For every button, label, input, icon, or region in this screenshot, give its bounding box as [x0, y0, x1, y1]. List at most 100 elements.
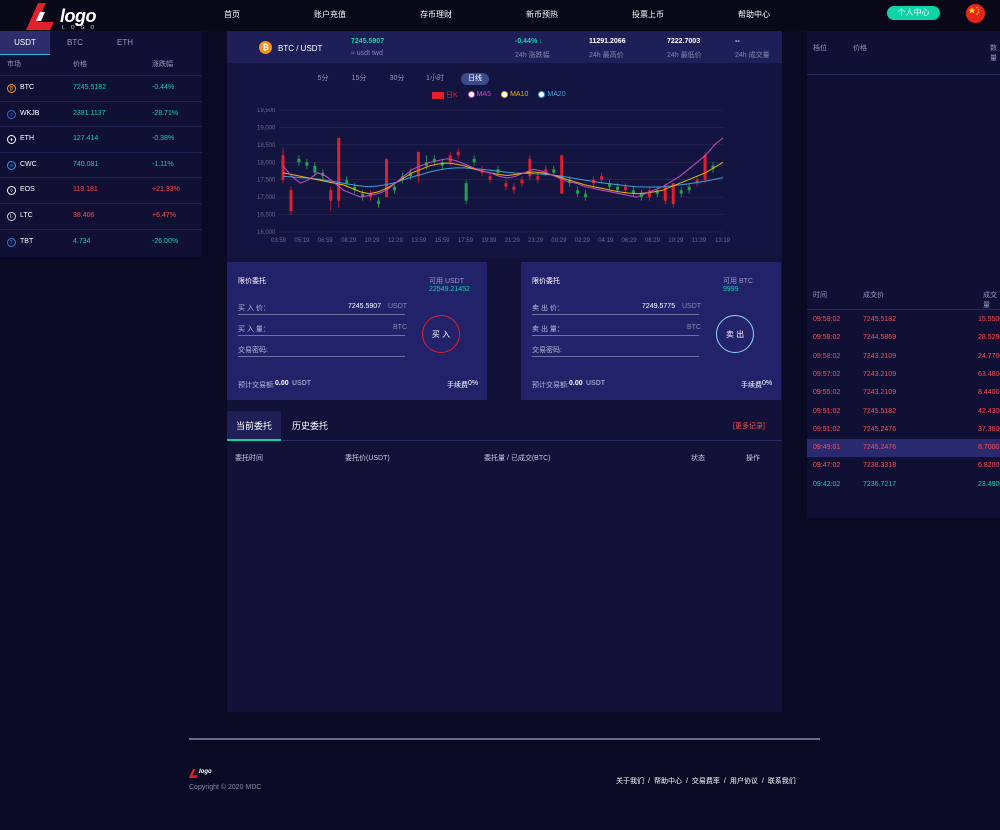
market-change: -26.00%	[152, 237, 179, 245]
nav-vote-listing[interactable]: 投票上币	[632, 10, 664, 19]
buy-title: 限价委托	[238, 278, 266, 285]
trades-header-amount: 成交量	[983, 292, 997, 309]
depth-header-amount: 数量	[990, 45, 997, 62]
sell-button[interactable]: 卖 出	[716, 315, 754, 353]
period-5m[interactable]: 5分	[317, 75, 329, 82]
nav-new-coin[interactable]: 新币预热	[526, 10, 558, 19]
market-row-btc[interactable]: ₿ BTC 7245.5182 -0.44%	[0, 75, 202, 100]
candle-body	[313, 165, 317, 173]
market-header-price: 价格	[73, 61, 87, 68]
legend-label: MA10	[510, 91, 529, 99]
depth-header-price: 价格	[853, 45, 867, 52]
market-tab-usdt[interactable]: USDT	[0, 31, 50, 55]
period-30m[interactable]: 30分	[389, 75, 405, 82]
candle-body	[472, 158, 476, 163]
period-15m[interactable]: 15分	[351, 75, 367, 82]
x-tick-label: 02:29	[575, 238, 591, 244]
depth-trades-panel: 档位 价格 数量 时间 成交价 成交量 09:58:02 7245.5182 15.…	[807, 31, 1000, 518]
kline-chart[interactable]: 19,500 19,000 18,500 18,000 17,500 17,000 16,5…	[227, 108, 782, 283]
x-tick-label: 11:39	[692, 238, 707, 244]
market-row-wkjb[interactable]: ◇ WKJB 2381.1137 -28.71%	[0, 100, 202, 126]
market-change: -0.44%	[152, 84, 175, 91]
candle-body	[281, 155, 285, 180]
sell-password-input[interactable]	[532, 356, 699, 357]
market-tab-eth[interactable]: ETH	[117, 38, 133, 47]
market-symbol: EOS	[20, 186, 35, 194]
legend-item-ma10[interactable]: MA10	[501, 91, 533, 99]
market-symbol: TBT	[20, 237, 34, 245]
trade-time: 09:51:02	[813, 407, 841, 415]
candle-body	[377, 200, 381, 205]
more-records-link[interactable]: [更多记录]	[733, 423, 765, 430]
sell-price-input[interactable]: 7249.5775	[642, 303, 676, 310]
market-symbol: CWC	[20, 160, 37, 168]
y-tick-label: 17,500	[257, 178, 276, 184]
market-symbol: ETH	[20, 135, 34, 143]
sell-amount-unit: BTC	[687, 324, 701, 331]
x-tick-label: 21:29	[505, 238, 521, 244]
footer-logo[interactable]: logo	[189, 768, 213, 778]
market-price: 38.406	[73, 212, 95, 219]
market-tab-btc[interactable]: BTC	[67, 38, 83, 47]
market-row-cwc[interactable]: ∞ CWC 740.081 -1.11%	[0, 151, 202, 177]
trade-time: 09:42:02	[813, 480, 841, 488]
legend-swatch	[432, 91, 444, 99]
footer-link[interactable]: 联系我们	[767, 778, 796, 785]
x-tick-label: 15:59	[435, 238, 451, 244]
buy-amount-input[interactable]	[238, 335, 405, 336]
footer-link[interactable]: 交易费率	[691, 778, 720, 785]
market-row-eos[interactable]: ◊ EOS 113.181 +21.33%	[0, 177, 202, 202]
china-flag-icon[interactable]	[966, 4, 985, 23]
buy-button[interactable]: 买 入	[422, 315, 460, 353]
legend-item-ma5[interactable]: MA5	[467, 91, 496, 99]
market-row-tbt[interactable]: T TBT 4.734 -26.00%	[0, 228, 202, 254]
x-tick-label: 00:29	[551, 238, 567, 244]
sell-fee-value: 0%	[762, 380, 773, 387]
trades-header-time: 时间	[813, 292, 827, 299]
buy-price-label: 买 入 价：	[238, 305, 270, 312]
tab-history-orders[interactable]: 历史委托	[291, 421, 328, 431]
legend-item-ma20[interactable]: MA20	[538, 91, 570, 99]
nav-deposit[interactable]: 账户充值	[314, 10, 346, 19]
pair-name: BTC / USDT	[278, 44, 323, 53]
depth-header-level: 档位	[813, 45, 827, 52]
buy-form: 限价委托 可用 USDT 22549.21452 买 入 价： 7245.590…	[227, 262, 487, 400]
period-daily[interactable]: 日线	[461, 73, 489, 85]
footer-link[interactable]: 用户协议	[729, 778, 758, 785]
logo[interactable]: logo LOGO	[26, 3, 104, 31]
trade-price: 7244.5869	[863, 334, 897, 342]
change-value: -0.44%	[515, 38, 538, 45]
kline-chart-area: 5分 15分 30分 1小时 日线 日K MA5 MA10 MA20 19,500 19…	[227, 63, 782, 258]
footer-link[interactable]: 帮助中心	[653, 778, 682, 785]
buy-amount-label: 买 入 量：	[238, 326, 270, 333]
buy-password-input[interactable]	[238, 356, 405, 357]
user-center-button[interactable]: 个人中心	[887, 6, 940, 20]
candle-body	[647, 190, 651, 198]
orders-tabs: 当前委托 历史委托 [更多记录]	[227, 411, 782, 441]
sell-amount-input[interactable]	[532, 335, 699, 336]
ma5-line	[282, 137, 724, 198]
footer-separator: /	[723, 778, 726, 785]
trades-divider	[807, 309, 1000, 310]
footer-link[interactable]: 关于我们	[616, 778, 644, 785]
nav-savings[interactable]: 存币理财	[420, 10, 452, 19]
market-row-eth[interactable]: ♦ ETH 127.414 -0.38%	[0, 126, 202, 151]
period-1h[interactable]: 1小时	[426, 75, 444, 82]
market-price: 113.181	[73, 186, 98, 194]
tab-current-orders[interactable]: 当前委托	[227, 411, 281, 441]
market-change: -28.71%	[152, 109, 179, 117]
market-row-ltc[interactable]: Ł LTC 38.406 +6.47%	[0, 203, 202, 228]
market-change: +21.33%	[152, 186, 180, 194]
sell-form: 限价委托 可用 BTC 9999 卖 出 价： 7249.5775 USDT 卖…	[521, 262, 781, 400]
nav-home[interactable]: 首页	[224, 10, 240, 19]
coin-cwc-icon: ∞	[7, 160, 16, 170]
ma20-line	[282, 167, 724, 188]
trade-time: 09:58:02	[813, 316, 841, 323]
buy-price-underline	[238, 314, 405, 315]
legend-item-日k[interactable]: 日K	[432, 90, 463, 100]
nav-help[interactable]: 帮助中心	[738, 10, 770, 19]
buy-price-input[interactable]: 7245.5907	[348, 303, 382, 310]
